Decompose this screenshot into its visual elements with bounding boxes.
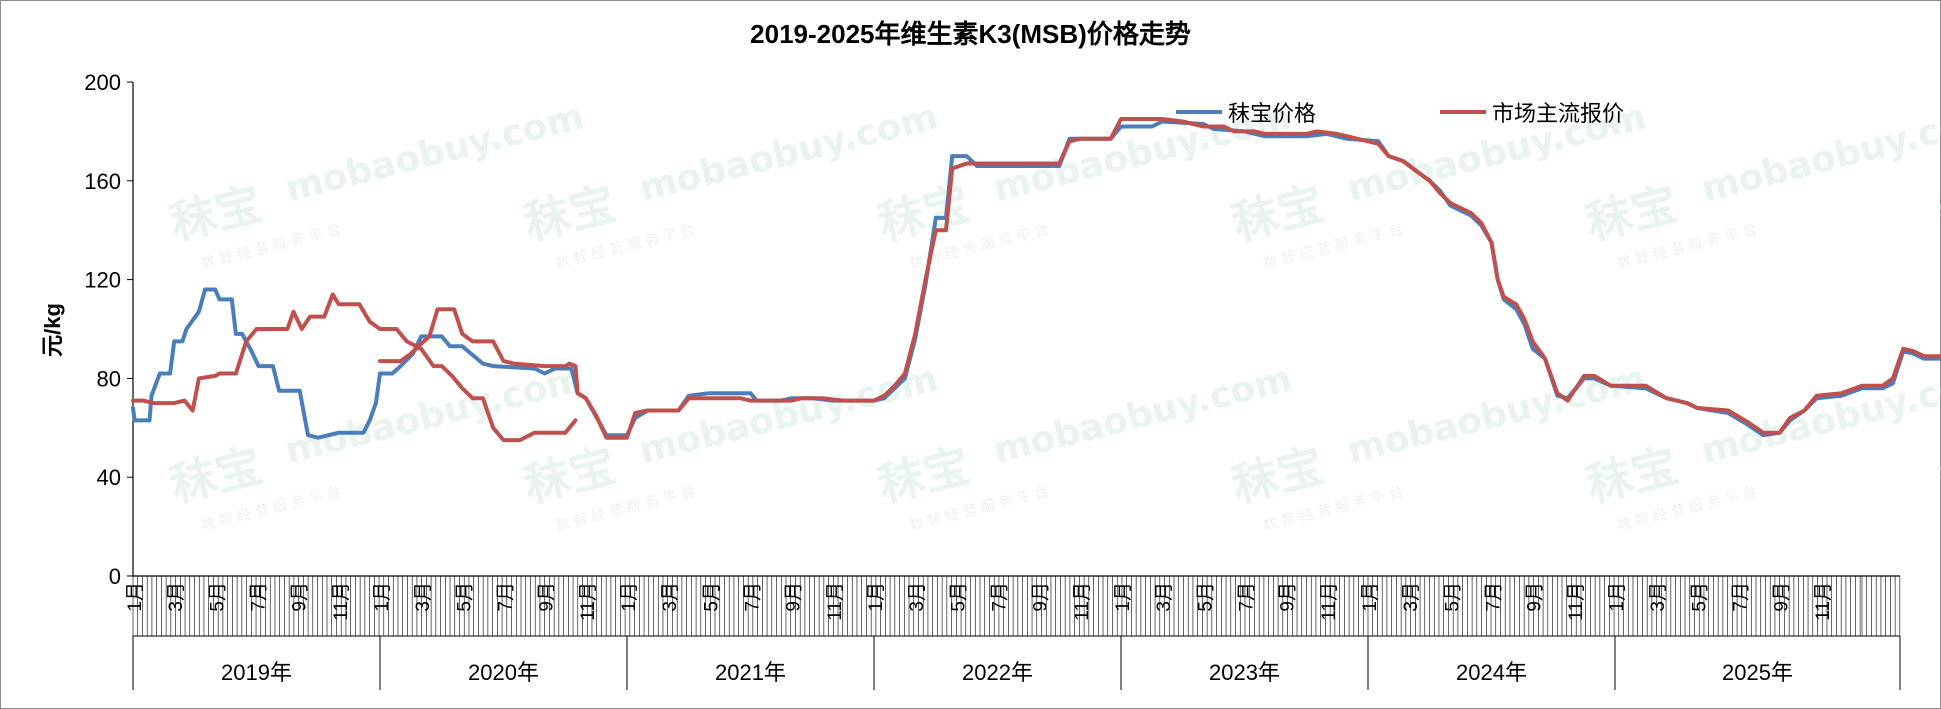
x-month-label: 11月 — [825, 582, 846, 621]
x-month-label: 11月 — [1566, 582, 1587, 621]
x-month-label: 11月 — [1813, 582, 1834, 621]
x-month-label: 5月 — [454, 582, 475, 612]
x-year-label: 2024年 — [1456, 660, 1527, 685]
watermark-brand: 秣宝 — [165, 176, 267, 251]
x-month-label: 3月 — [907, 582, 928, 612]
legend-label-series-1: 秣宝价格 — [1228, 101, 1317, 126]
x-month-label: 5月 — [207, 582, 228, 612]
x-month-label: 9月 — [1031, 582, 1052, 612]
x-month-label: 9月 — [784, 582, 805, 612]
x-year-label: 2021年 — [715, 660, 786, 685]
y-tick-label: 200 — [84, 70, 121, 95]
x-month-label: 1月 — [125, 582, 146, 612]
legend-item-series-1: 秣宝价格 — [1176, 96, 1316, 128]
chart-title: 2019-2025年维生素K3(MSB)价格走势 — [750, 19, 1191, 49]
series-line-2 — [131, 117, 1941, 443]
watermark-brand: 秣宝 — [1227, 438, 1329, 513]
watermark-brand: 秣宝 — [1227, 176, 1329, 251]
x-month-label: 7月 — [249, 582, 270, 612]
x-month-label: 5月 — [1195, 582, 1216, 612]
series-line-1 — [131, 119, 1941, 440]
watermark-brand: 秣宝 — [519, 176, 621, 251]
x-month-label: 3月 — [660, 582, 681, 612]
x-month-label: 9月 — [1278, 582, 1299, 612]
watermark-domain: mobaobuy.com — [1697, 96, 1941, 210]
x-month-label: 1月 — [866, 582, 887, 612]
y-tick-label: 80 — [97, 366, 121, 391]
series-layer — [131, 117, 1941, 443]
x-month-label: 11月 — [331, 582, 352, 621]
watermark-brand: 秣宝 — [519, 438, 621, 513]
x-month-label: 7月 — [496, 582, 517, 612]
x-month-label: 9月 — [1772, 582, 1793, 612]
watermark-brand: 秣宝 — [1935, 176, 1941, 251]
x-month-label: 7月 — [743, 582, 764, 612]
x-month-label: 3月 — [1648, 582, 1669, 612]
x-year-label: 2023年 — [1209, 660, 1280, 685]
watermark-brand: 秣宝 — [1935, 438, 1941, 513]
x-month-label: 1月 — [1113, 582, 1134, 612]
axes-layer: 0 40 80 120 160 200 元/kg 1月 3月 5月 7月 9月 11月 1月 3月 5月 7月 9… — [40, 70, 1901, 690]
x-month-label: 1月 — [372, 582, 393, 612]
y-tick-label: 0 — [109, 564, 121, 589]
x-month-label: 5月 — [701, 582, 722, 612]
watermark-brand: 秣宝 — [873, 176, 975, 251]
legend-swatch-series-1 — [1176, 110, 1222, 114]
legend-item-series-2: 市场主流报价 — [1440, 96, 1624, 128]
x-month-label: 7月 — [1237, 582, 1258, 612]
x-month-label: 7月 — [1484, 582, 1505, 612]
x-month-label: 5月 — [1689, 582, 1710, 612]
x-month-label: 11月 — [1072, 582, 1093, 621]
y-tick-label: 120 — [84, 268, 121, 293]
y-tick-label: 160 — [84, 169, 121, 194]
x-month-label: 9月 — [290, 582, 311, 612]
x-month-label: 9月 — [537, 582, 558, 612]
x-month-label: 5月 — [948, 582, 969, 612]
x-month-label: 1月 — [1607, 582, 1628, 612]
x-month-label: 3月 — [413, 582, 434, 612]
x-month-label: 11月 — [578, 582, 599, 621]
x-year-label: 2020年 — [468, 660, 539, 685]
x-month-label: 9月 — [1525, 582, 1546, 612]
x-month-label: 11月 — [1319, 582, 1340, 621]
x-year-label: 2022年 — [962, 660, 1033, 685]
x-month-label: 5月 — [1442, 582, 1463, 612]
x-month-label: 3月 — [1154, 582, 1175, 612]
watermark-brand: 秣宝 — [1581, 438, 1683, 513]
x-month-label: 1月 — [619, 582, 640, 612]
legend-swatch-series-2 — [1440, 110, 1486, 114]
watermark-brand: 秣宝 — [1581, 176, 1683, 251]
watermark-brand: 秣宝 — [165, 438, 267, 513]
watermark-brand: 秣宝 — [873, 438, 975, 513]
legend-label-series-2: 市场主流报价 — [1492, 101, 1625, 126]
x-month-label: 7月 — [990, 582, 1011, 612]
x-month-label: 7月 — [1731, 582, 1752, 612]
x-month-label: 1月 — [1360, 582, 1381, 612]
x-month-label: 3月 — [1401, 582, 1422, 612]
x-year-label: 2025年 — [1722, 660, 1793, 685]
x-month-label: 3月 — [166, 582, 187, 612]
y-tick-label: 40 — [97, 465, 121, 490]
y-axis-title: 元/kg — [40, 303, 65, 357]
x-year-label: 2019年 — [221, 660, 292, 685]
